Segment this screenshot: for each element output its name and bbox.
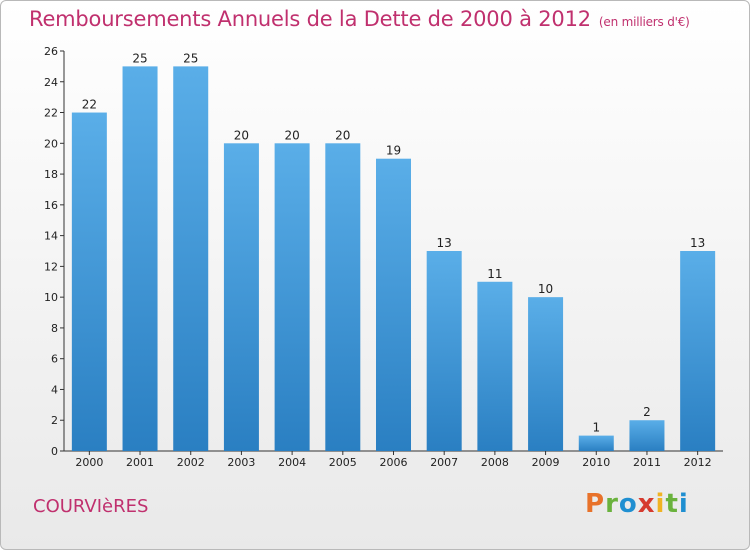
y-tick-label: 24 bbox=[44, 76, 58, 89]
x-tick-label: 2000 bbox=[75, 456, 103, 469]
bar bbox=[477, 281, 513, 451]
commune-name: COURVIèRES bbox=[33, 496, 149, 517]
y-tick-label: 2 bbox=[51, 414, 58, 427]
x-tick-label: 2005 bbox=[329, 456, 357, 469]
bar-value-label: 11 bbox=[487, 267, 502, 281]
bar bbox=[578, 435, 614, 451]
y-tick-label: 12 bbox=[44, 260, 58, 273]
bar-value-label: 20 bbox=[284, 128, 299, 142]
chart-title: Remboursements Annuels de la Dette de 20… bbox=[29, 7, 690, 31]
y-tick-label: 20 bbox=[44, 137, 58, 150]
logo-letter: i bbox=[655, 489, 666, 519]
y-tick-label: 0 bbox=[51, 445, 58, 458]
proxiti-logo: Proxiti bbox=[585, 489, 689, 519]
y-tick-label: 26 bbox=[44, 45, 58, 58]
bar bbox=[629, 420, 665, 451]
logo-letter: i bbox=[678, 489, 689, 519]
logo-letter: t bbox=[665, 489, 679, 519]
x-tick-label: 2004 bbox=[278, 456, 306, 469]
bar-value-label: 20 bbox=[335, 128, 350, 142]
x-tick-label: 2011 bbox=[633, 456, 661, 469]
y-tick-label: 16 bbox=[44, 199, 58, 212]
chart-bars bbox=[71, 66, 716, 452]
bar-value-label: 10 bbox=[538, 282, 553, 296]
bar-value-label: 19 bbox=[386, 144, 401, 158]
x-tick-label: 2010 bbox=[582, 456, 610, 469]
bar bbox=[376, 158, 411, 451]
x-tick-label: 2002 bbox=[177, 456, 205, 469]
bar bbox=[680, 251, 716, 451]
y-tick-label: 22 bbox=[44, 107, 58, 120]
y-tick-label: 6 bbox=[51, 353, 58, 366]
x-tick-label: 2006 bbox=[380, 456, 408, 469]
y-tick-label: 18 bbox=[44, 168, 58, 181]
bar-value-label: 20 bbox=[234, 128, 249, 142]
y-tick-label: 8 bbox=[51, 322, 58, 335]
bar-value-label: 22 bbox=[82, 98, 97, 112]
bar-value-label: 2 bbox=[643, 405, 651, 419]
bar-value-label: 1 bbox=[592, 421, 600, 435]
logo-letter: o bbox=[618, 489, 638, 519]
x-tick-label: 2008 bbox=[481, 456, 509, 469]
logo-letter: x bbox=[637, 489, 656, 519]
bar-value-label: 25 bbox=[132, 51, 147, 65]
x-tick-label: 2003 bbox=[227, 456, 255, 469]
bar-value-label: 13 bbox=[437, 236, 452, 250]
chart-unit: (en milliers d'€) bbox=[598, 15, 690, 29]
bar bbox=[71, 112, 107, 452]
bar bbox=[122, 66, 158, 451]
bar bbox=[528, 297, 564, 451]
logo-letter: P bbox=[585, 489, 606, 519]
bar bbox=[426, 251, 462, 451]
chart-labels: 2000 22 2001 25 2002 25 2003 20 2004 20 2005 20 2006… bbox=[75, 51, 711, 469]
y-tick-label: 14 bbox=[44, 230, 58, 243]
x-tick-label: 2012 bbox=[684, 456, 712, 469]
bar-value-label: 25 bbox=[183, 51, 198, 65]
bar bbox=[274, 143, 310, 452]
chart-title-text: Remboursements Annuels de la Dette de 20… bbox=[29, 7, 591, 31]
x-tick-label: 2009 bbox=[532, 456, 560, 469]
bar bbox=[325, 143, 361, 452]
y-tick-label: 10 bbox=[44, 291, 58, 304]
bar bbox=[173, 66, 209, 451]
y-tick-label: 4 bbox=[51, 383, 58, 396]
x-tick-label: 2001 bbox=[126, 456, 154, 469]
bar-value-label: 13 bbox=[690, 236, 705, 250]
bar bbox=[223, 143, 259, 452]
x-tick-label: 2007 bbox=[430, 456, 458, 469]
logo-letter: r bbox=[605, 489, 619, 519]
